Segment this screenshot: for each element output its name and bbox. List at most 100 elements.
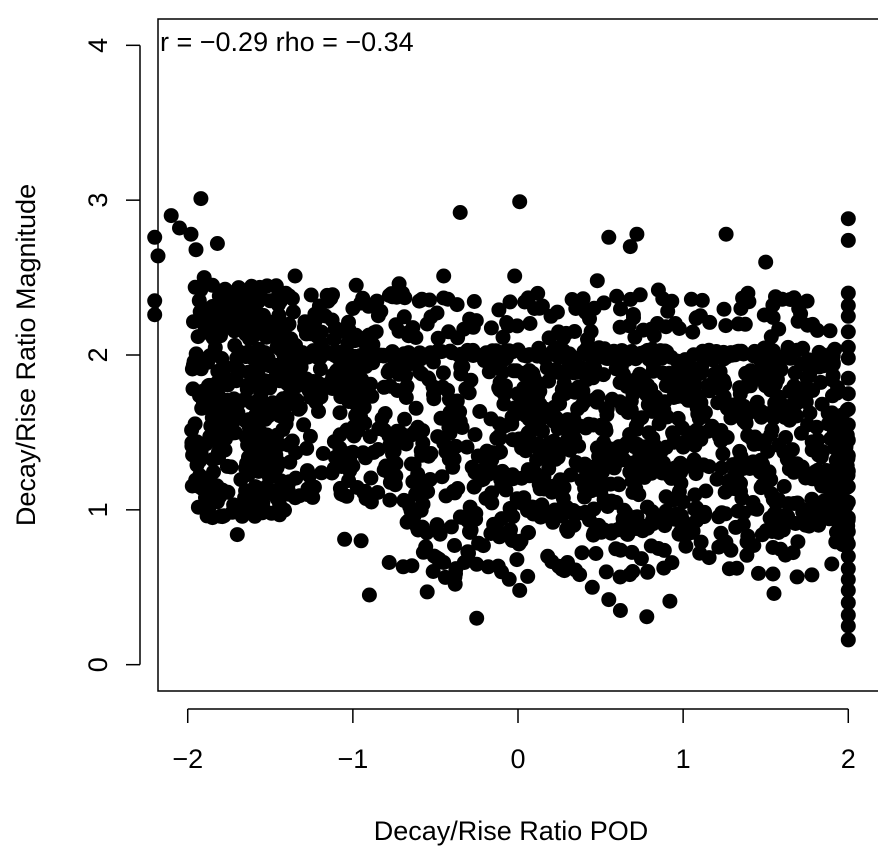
data-point	[825, 356, 841, 372]
data-point	[209, 236, 225, 251]
data-point	[226, 303, 242, 319]
data-point	[598, 564, 614, 580]
data-point	[767, 395, 783, 411]
data-point	[780, 496, 796, 512]
data-point	[425, 564, 441, 579]
data-point	[765, 566, 781, 582]
data-point	[840, 618, 856, 634]
data-point	[755, 477, 771, 493]
data-point	[255, 495, 271, 511]
data-point	[622, 239, 638, 255]
data-point	[561, 424, 577, 440]
data-point	[718, 226, 734, 242]
data-point	[750, 436, 766, 452]
data-point	[543, 308, 559, 324]
data-point	[279, 371, 295, 387]
data-point	[408, 400, 424, 416]
data-point	[445, 459, 461, 475]
data-point	[732, 404, 748, 420]
data-point	[345, 458, 361, 474]
data-point	[512, 194, 528, 210]
data-point	[798, 394, 814, 410]
y-tick-label: 0	[83, 657, 113, 672]
data-point	[783, 398, 799, 414]
data-point	[312, 361, 328, 377]
data-point	[241, 449, 256, 465]
data-point	[299, 463, 315, 479]
data-point	[784, 442, 800, 458]
data-point	[671, 484, 687, 499]
data-point	[571, 438, 587, 454]
data-point	[594, 421, 610, 437]
data-point	[521, 401, 537, 417]
data-point	[782, 383, 798, 399]
x-tick-label: 1	[676, 744, 691, 774]
data-point	[758, 254, 774, 270]
data-point	[414, 291, 430, 307]
data-point	[241, 412, 257, 428]
data-point	[480, 466, 496, 482]
data-point	[452, 205, 468, 220]
data-point	[518, 367, 534, 383]
data-point	[459, 439, 475, 455]
data-point	[733, 301, 749, 316]
data-point	[396, 309, 412, 325]
data-point	[752, 464, 768, 480]
data-point	[467, 479, 482, 494]
data-point	[236, 504, 252, 519]
data-point	[284, 433, 300, 449]
data-point	[463, 522, 479, 538]
data-point	[241, 331, 257, 347]
data-point	[370, 485, 386, 500]
data-point	[730, 343, 746, 359]
plot-frame	[157, 18, 878, 692]
data-point	[756, 307, 772, 323]
data-point	[530, 436, 546, 452]
data-points	[147, 191, 856, 648]
data-point	[312, 304, 328, 320]
data-point	[372, 347, 388, 363]
data-point	[541, 373, 557, 389]
data-point	[840, 298, 856, 313]
data-point	[423, 345, 438, 361]
data-point	[708, 344, 724, 359]
data-point	[332, 480, 348, 496]
data-point	[192, 388, 207, 404]
data-point	[840, 510, 856, 526]
data-point	[566, 411, 582, 427]
data-point	[716, 389, 732, 405]
data-point	[370, 308, 386, 324]
data-point	[296, 417, 312, 433]
data-point	[660, 303, 676, 319]
data-point	[584, 579, 600, 595]
data-point	[685, 455, 701, 471]
data-point	[440, 382, 456, 398]
data-point	[347, 333, 363, 349]
data-point	[458, 346, 474, 362]
data-point	[251, 457, 267, 473]
data-point	[258, 435, 274, 451]
data-point	[772, 349, 788, 365]
data-point	[691, 366, 707, 382]
data-point	[795, 504, 811, 520]
data-point	[749, 394, 765, 410]
data-point	[380, 364, 396, 380]
data-point	[574, 397, 590, 413]
data-point	[449, 393, 465, 409]
data-point	[808, 515, 823, 531]
data-point	[279, 410, 295, 426]
data-point	[689, 310, 705, 326]
data-point	[683, 291, 699, 307]
data-point	[693, 432, 709, 447]
data-point	[840, 463, 856, 479]
data-point	[629, 226, 645, 242]
data-point	[763, 382, 778, 398]
data-point	[302, 428, 318, 444]
data-point	[467, 427, 483, 443]
data-point	[840, 232, 856, 248]
y-axis-label: Decay/Rise Ratio Magnitude	[11, 184, 41, 526]
data-point	[680, 392, 696, 408]
data-point	[540, 548, 556, 564]
data-point	[352, 416, 368, 432]
